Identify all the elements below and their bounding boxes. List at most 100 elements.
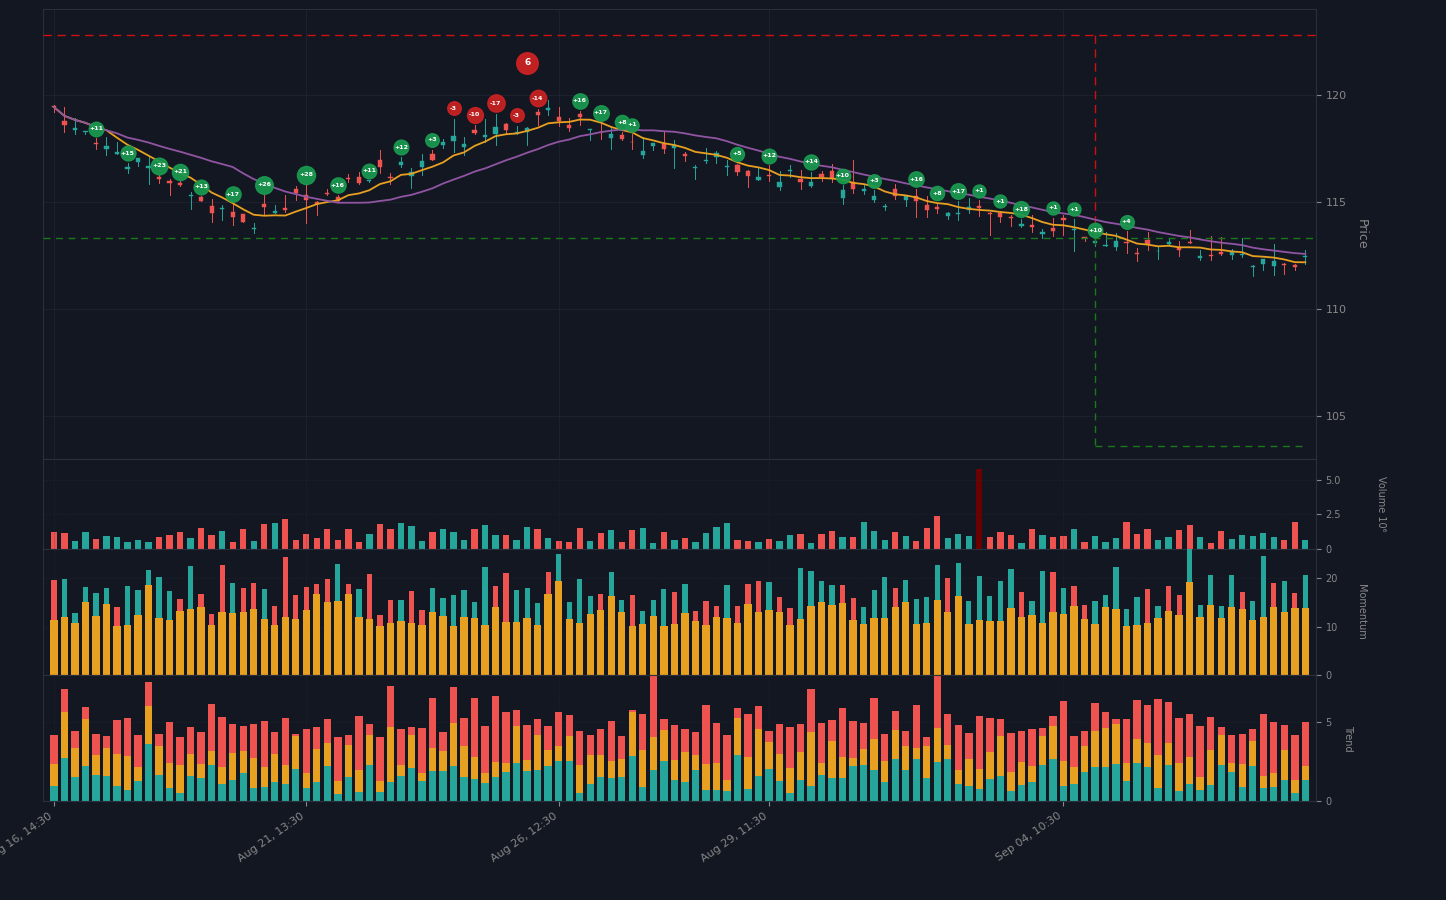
Bar (639, 787, 646, 801)
Bar (166, 788, 174, 801)
Bar (228, 724, 236, 753)
Bar (797, 534, 804, 549)
Bar (440, 733, 447, 751)
Bar (1154, 618, 1161, 675)
Bar (429, 771, 437, 801)
Bar (870, 618, 878, 675)
Bar (1030, 225, 1034, 227)
Point (253, 178, 276, 193)
Bar (766, 581, 772, 609)
Bar (1259, 714, 1267, 776)
Bar (703, 533, 709, 549)
Bar (346, 529, 351, 549)
Bar (1102, 607, 1109, 675)
Bar (314, 584, 320, 594)
Bar (1134, 700, 1141, 739)
Point (116, 146, 139, 160)
Bar (830, 171, 834, 178)
Bar (114, 537, 120, 549)
Point (863, 174, 886, 188)
Point (1009, 202, 1032, 217)
Point (989, 194, 1012, 208)
Text: +10: +10 (1087, 228, 1102, 233)
Bar (820, 174, 824, 176)
Bar (513, 590, 519, 622)
Bar (545, 726, 552, 750)
Bar (1092, 601, 1098, 624)
Bar (1293, 593, 1297, 608)
Bar (924, 597, 930, 623)
Bar (335, 563, 340, 600)
Bar (587, 597, 593, 614)
Bar (954, 785, 962, 801)
Bar (176, 793, 184, 801)
Bar (681, 729, 688, 752)
Bar (1038, 736, 1045, 765)
Bar (745, 789, 752, 801)
Bar (61, 616, 68, 675)
Bar (1124, 781, 1131, 801)
Bar (862, 189, 866, 192)
Point (1083, 223, 1106, 238)
Bar (1092, 536, 1098, 549)
Text: -3: -3 (513, 112, 521, 118)
Point (357, 164, 380, 178)
Text: +21: +21 (174, 169, 187, 175)
Bar (1301, 722, 1309, 766)
Point (327, 178, 350, 193)
Bar (523, 760, 531, 771)
Bar (956, 213, 960, 214)
Bar (1050, 612, 1057, 675)
Bar (492, 608, 499, 675)
Bar (672, 145, 677, 148)
Bar (693, 542, 698, 549)
Bar (1134, 626, 1141, 675)
Bar (399, 162, 403, 165)
Bar (146, 542, 152, 549)
Bar (1124, 626, 1131, 675)
Point (758, 148, 781, 163)
Bar (1080, 731, 1089, 746)
Bar (671, 540, 678, 549)
Bar (366, 619, 373, 675)
Bar (304, 587, 309, 610)
Bar (777, 597, 782, 612)
Bar (218, 531, 226, 549)
Bar (829, 531, 836, 549)
Bar (691, 621, 698, 675)
Bar (1060, 701, 1067, 760)
Bar (766, 538, 772, 549)
Bar (661, 761, 668, 801)
Bar (641, 151, 645, 155)
Bar (1102, 712, 1109, 728)
Bar (440, 771, 447, 801)
Bar (954, 596, 962, 675)
Bar (52, 105, 56, 107)
Bar (1186, 757, 1193, 784)
Bar (892, 759, 899, 801)
Bar (882, 540, 888, 549)
Bar (830, 585, 834, 605)
Bar (1124, 763, 1131, 781)
Bar (482, 625, 489, 675)
Bar (314, 749, 321, 782)
Bar (1218, 735, 1225, 765)
Bar (1070, 768, 1077, 784)
Bar (944, 612, 951, 675)
Bar (1050, 537, 1056, 549)
Bar (1113, 240, 1118, 248)
Bar (51, 764, 58, 786)
Bar (188, 538, 194, 549)
Bar (1028, 615, 1035, 675)
Point (169, 165, 192, 179)
Bar (134, 615, 142, 675)
Bar (736, 165, 739, 172)
Bar (429, 588, 435, 612)
Point (925, 186, 949, 201)
Bar (577, 528, 583, 549)
Bar (334, 781, 341, 794)
Bar (724, 585, 730, 618)
Bar (314, 594, 321, 675)
Bar (124, 542, 130, 549)
Bar (156, 536, 162, 549)
